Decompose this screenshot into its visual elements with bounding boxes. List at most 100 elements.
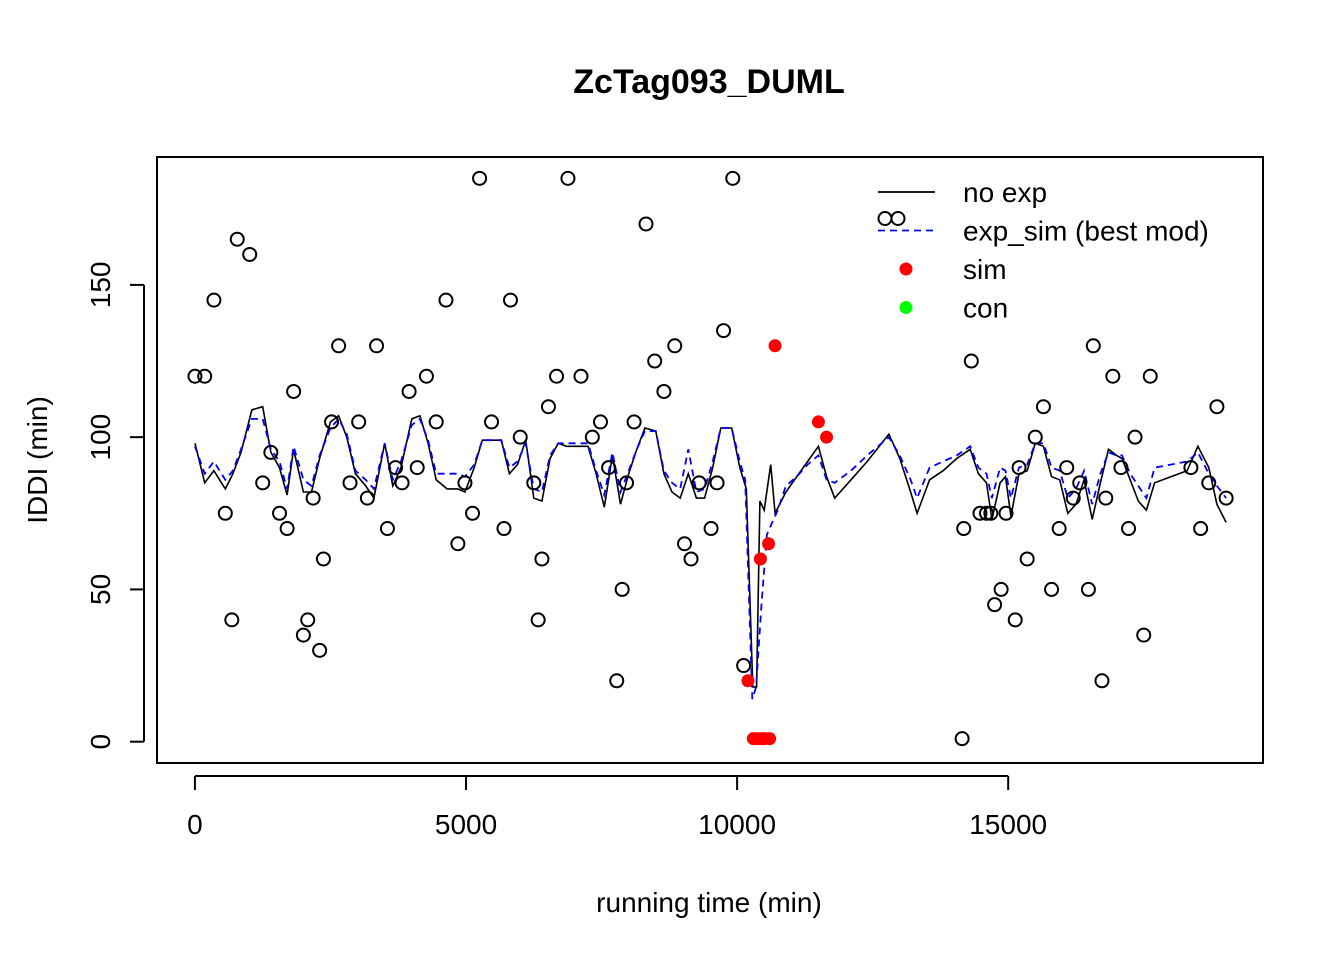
data-point <box>359 490 375 506</box>
data-point <box>1019 551 1035 567</box>
data-point <box>954 731 970 747</box>
series-sim <box>741 339 834 746</box>
data-point <box>1027 429 1043 445</box>
data-point <box>217 505 233 521</box>
data-point <box>1121 521 1137 537</box>
series-layer <box>187 170 1234 747</box>
data-point <box>677 536 693 552</box>
data-point <box>540 399 556 415</box>
data-point <box>1080 581 1096 597</box>
data-point-sim <box>820 430 834 444</box>
data-point <box>502 292 518 308</box>
data-point <box>1011 460 1027 476</box>
data-point <box>667 338 683 354</box>
data-point <box>983 505 999 521</box>
legend-swatch <box>899 301 913 314</box>
data-point <box>1218 490 1234 506</box>
data-point <box>300 612 316 628</box>
data-point <box>1183 460 1199 476</box>
data-point <box>638 216 654 232</box>
data-point <box>305 490 321 506</box>
y-tick-label: 0 <box>85 734 116 750</box>
data-point <box>1035 399 1051 415</box>
data-point-sim <box>753 552 767 566</box>
data-point <box>263 444 279 460</box>
data-point <box>993 581 1009 597</box>
data-point <box>484 414 500 430</box>
data-point-sim <box>763 732 777 746</box>
data-point <box>1098 490 1114 506</box>
y-axis: 0 50 100 150 <box>85 262 145 750</box>
data-point <box>229 231 245 247</box>
data-point-sim <box>741 674 755 688</box>
data-point <box>956 521 972 537</box>
data-point <box>272 505 288 521</box>
x-axis: 0 5000 10000 15000 <box>187 775 1047 840</box>
data-point <box>691 475 707 491</box>
data-point <box>683 551 699 567</box>
data-point-sim <box>762 537 776 551</box>
data-point <box>428 414 444 430</box>
x-tick-label: 0 <box>187 809 203 840</box>
y-tick-label: 50 <box>85 574 116 605</box>
data-point <box>526 475 542 491</box>
data-point <box>1051 521 1067 537</box>
data-point <box>972 505 988 521</box>
data-point <box>609 673 625 689</box>
data-point <box>534 551 550 567</box>
data-point <box>369 338 385 354</box>
data-point <box>1044 581 1060 597</box>
plot-frame <box>156 156 1264 764</box>
data-point <box>331 338 347 354</box>
x-tick-label: 10000 <box>698 809 776 840</box>
data-point <box>324 414 340 430</box>
legend-swatch <box>877 211 893 226</box>
data-point <box>472 170 488 186</box>
data-point <box>1113 460 1129 476</box>
data-point <box>1065 490 1081 506</box>
data-point <box>709 475 725 491</box>
data-point <box>1007 612 1023 628</box>
series-line-exp-sim <box>194 417 1227 700</box>
data-point-sim <box>768 339 782 353</box>
data-point <box>647 353 663 369</box>
series-observed <box>187 170 1234 747</box>
data-point-sim <box>811 415 825 429</box>
data-point <box>619 475 635 491</box>
data-point <box>601 460 617 476</box>
data-point <box>1105 368 1121 384</box>
legend-item-exp-sim: exp_sim (best mod) <box>878 216 1209 247</box>
legend-label: exp_sim (best mod) <box>963 216 1209 247</box>
data-point <box>584 429 600 445</box>
data-point <box>315 551 331 567</box>
data-point <box>1085 338 1101 354</box>
legend-label: no exp <box>963 177 1047 208</box>
data-point <box>401 383 417 399</box>
data-point <box>1209 399 1225 415</box>
data-point <box>409 460 425 476</box>
y-tick-label: 100 <box>85 414 116 461</box>
data-point <box>979 505 994 521</box>
legend-label: con <box>963 293 1008 324</box>
legend-item-con: con <box>899 293 1008 324</box>
data-point <box>418 368 434 384</box>
data-point <box>549 368 565 384</box>
data-point <box>592 414 608 430</box>
data-point <box>286 383 302 399</box>
x-tick-label: 5000 <box>435 809 497 840</box>
data-point <box>242 246 258 262</box>
data-point <box>351 414 367 430</box>
series-exp-sim <box>194 417 1227 700</box>
data-point <box>312 642 328 658</box>
data-point <box>998 505 1014 521</box>
data-point <box>279 521 295 537</box>
data-point <box>614 581 630 597</box>
data-point <box>206 292 222 308</box>
y-tick-label: 150 <box>85 262 116 309</box>
data-point <box>1142 368 1158 384</box>
data-point <box>394 475 410 491</box>
x-axis-label: running time (min) <box>596 887 822 918</box>
data-point <box>197 368 213 384</box>
data-point <box>379 521 395 537</box>
